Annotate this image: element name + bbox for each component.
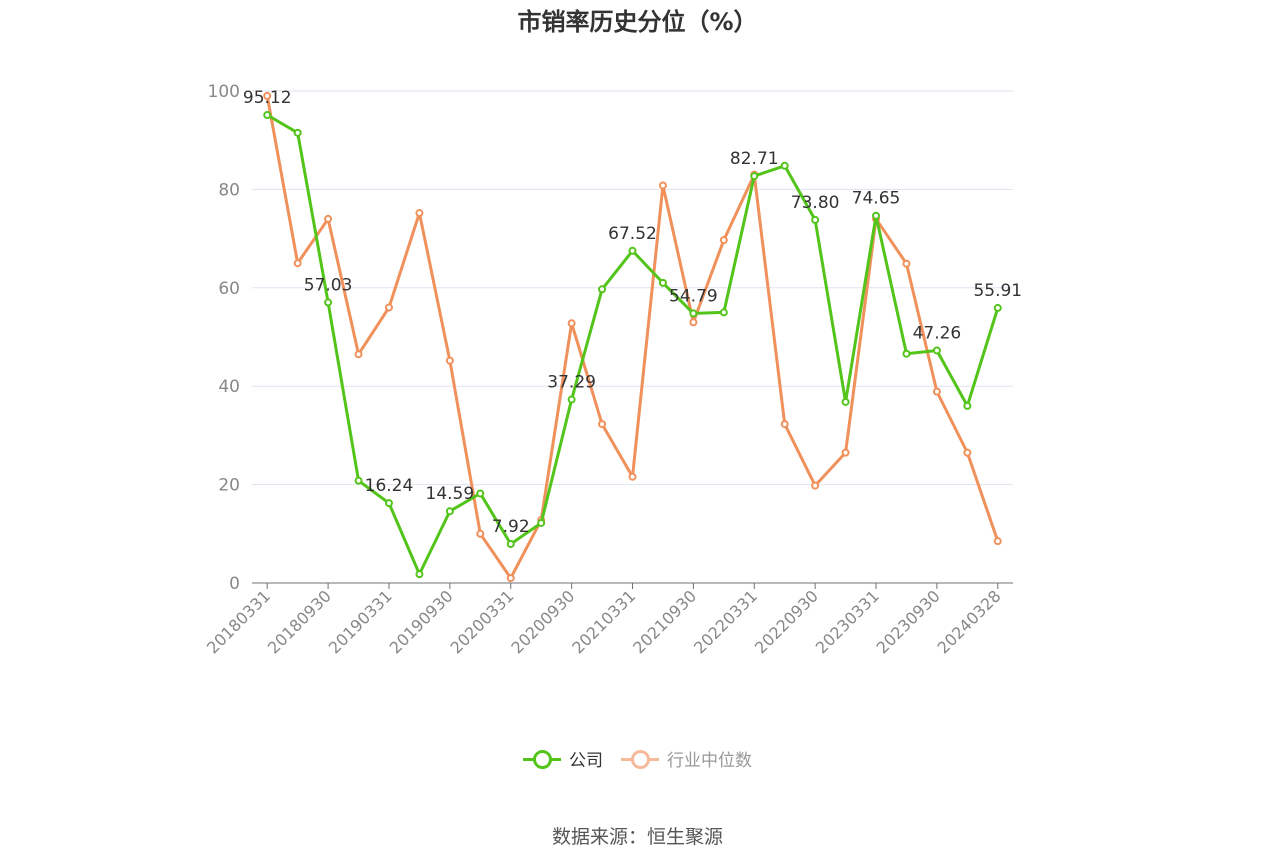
x-tick-label: 20220331 (690, 586, 761, 657)
x-tick-label: 20200930 (507, 586, 578, 657)
company-point (689, 309, 698, 318)
industry-point (445, 356, 454, 365)
axis-layer: 0 20 40 60 80 100 2018033120180930201903312019… (203, 82, 1013, 657)
industry-point (689, 318, 698, 327)
company-point (415, 570, 424, 579)
company-point (719, 308, 728, 317)
company-point (902, 349, 911, 358)
company-point (872, 211, 881, 220)
data-label: 95.12 (243, 88, 292, 108)
company-point (811, 215, 820, 224)
data-label: 57.03 (304, 275, 353, 295)
industry-point (811, 481, 820, 490)
y-tick-label: 100 (208, 82, 240, 102)
industry-point (841, 448, 850, 457)
x-tick-label: 20240328 (934, 586, 1005, 657)
company-point (263, 111, 272, 120)
company-point (293, 128, 302, 137)
series-industry (263, 91, 1002, 583)
company-point (384, 499, 393, 508)
company-point (506, 540, 515, 549)
company-line (266, 113, 1000, 576)
industry-point (719, 236, 728, 245)
company-point (932, 346, 941, 355)
data-label: 82.71 (730, 149, 779, 169)
legend-item-company[interactable]: 公司 (523, 746, 603, 771)
industry-point (780, 420, 789, 429)
company-point (567, 395, 576, 404)
x-tick-label: 20190930 (386, 586, 457, 657)
data-label: 74.65 (852, 189, 901, 209)
industry-point (384, 303, 393, 312)
company-point (598, 285, 607, 294)
x-tick-label: 20210930 (629, 586, 700, 657)
y-tick-label: 0 (229, 574, 240, 594)
legend-company-label: 公司 (569, 751, 603, 771)
company-point (445, 507, 454, 516)
data-label: 67.52 (608, 224, 657, 244)
industry-point (963, 448, 972, 457)
industry-point (598, 420, 607, 429)
y-tick-label: 20 (218, 476, 240, 496)
industry-point (415, 209, 424, 218)
company-point (963, 401, 972, 410)
company-point (537, 518, 546, 527)
data-label: 16.24 (365, 476, 414, 496)
industry-line (265, 95, 1000, 580)
company-point (476, 489, 485, 498)
x-tick-label: 20180331 (203, 586, 274, 657)
industry-point (993, 537, 1002, 546)
industry-point (354, 350, 363, 359)
industry-point (932, 387, 941, 396)
company-point (354, 476, 363, 485)
legend-industry-icon (621, 749, 659, 769)
x-tick-label: 20200331 (447, 586, 518, 657)
company-point (780, 161, 789, 170)
x-tick-label: 20230930 (873, 586, 944, 657)
y-tick-label: 40 (218, 377, 240, 397)
company-point (628, 246, 637, 255)
industry-point (628, 472, 637, 481)
x-tick-label: 20210331 (568, 586, 639, 657)
industry-point (658, 181, 667, 190)
company-point (841, 397, 850, 406)
legend-industry-label: 行业中位数 (667, 751, 752, 771)
series-layer[interactable] (263, 91, 1002, 583)
data-label: 73.80 (791, 193, 840, 213)
x-tick-label: 20220930 (751, 586, 822, 657)
company-point (750, 172, 759, 181)
grid-layer (252, 90, 1013, 486)
company-point (324, 298, 333, 307)
company-point (993, 303, 1002, 312)
chart-title: 市销率历史分位（%） (517, 8, 758, 36)
y-tick-label: 80 (218, 180, 240, 200)
x-tick-label: 20180930 (264, 586, 335, 657)
company-point (658, 278, 667, 287)
chart-svg: 0 20 40 60 80 100 2018033120180930201903312019… (203, 82, 1022, 657)
x-tick-label: 20190331 (325, 586, 396, 657)
industry-point (567, 319, 576, 328)
legend-company-icon (523, 749, 561, 769)
legend-item-industry[interactable]: 行业中位数 (621, 746, 752, 771)
legend: 公司 行业中位数 (0, 746, 1275, 771)
industry-point (293, 259, 302, 268)
industry-point (902, 259, 911, 268)
data-label: 54.79 (669, 286, 718, 306)
x-tick-label: 20230331 (812, 586, 883, 657)
series-company (263, 111, 1002, 579)
industry-point (263, 91, 272, 100)
data-label: 7.92 (492, 517, 530, 537)
industry-point (476, 529, 485, 538)
data-label: 47.26 (913, 323, 962, 343)
industry-point (324, 214, 333, 223)
label-layer: 95.12 57.03 16.24 14.59 7.92 37.29 67.52 54.79 8… (243, 88, 1022, 537)
industry-point (506, 574, 515, 583)
data-label: 14.59 (426, 484, 475, 504)
y-tick-label: 60 (218, 279, 240, 299)
data-label: 55.91 (973, 281, 1022, 301)
source-note: 数据来源：恒生聚源 (551, 826, 723, 848)
data-label: 37.29 (547, 373, 596, 393)
